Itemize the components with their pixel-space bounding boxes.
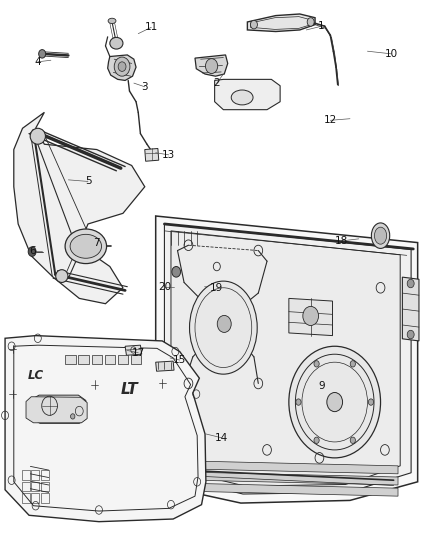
Circle shape xyxy=(314,437,319,443)
Text: 19: 19 xyxy=(210,283,223,293)
Polygon shape xyxy=(26,397,87,423)
Text: LT: LT xyxy=(121,382,138,397)
Circle shape xyxy=(303,306,318,326)
Circle shape xyxy=(327,392,343,411)
Bar xyxy=(31,470,39,480)
Ellipse shape xyxy=(56,270,68,282)
Text: 3: 3 xyxy=(141,82,148,92)
Bar xyxy=(41,482,49,491)
Polygon shape xyxy=(31,395,86,423)
Polygon shape xyxy=(210,309,239,338)
Ellipse shape xyxy=(108,18,116,23)
Circle shape xyxy=(71,414,75,419)
Circle shape xyxy=(407,279,414,288)
Circle shape xyxy=(314,361,319,367)
Circle shape xyxy=(350,437,356,443)
Bar xyxy=(41,494,49,503)
Text: 5: 5 xyxy=(85,176,92,187)
Bar xyxy=(131,355,141,365)
Ellipse shape xyxy=(371,223,390,248)
Ellipse shape xyxy=(374,227,387,244)
Text: 17: 17 xyxy=(131,348,145,358)
Polygon shape xyxy=(247,14,315,31)
Circle shape xyxy=(28,247,36,256)
Circle shape xyxy=(307,18,314,26)
Text: 13: 13 xyxy=(162,150,175,160)
Polygon shape xyxy=(164,224,411,494)
Bar xyxy=(78,355,89,365)
Polygon shape xyxy=(155,216,418,503)
Text: 11: 11 xyxy=(145,22,158,33)
Circle shape xyxy=(118,62,126,71)
Circle shape xyxy=(407,330,414,339)
Polygon shape xyxy=(14,112,145,304)
Circle shape xyxy=(289,346,381,458)
Circle shape xyxy=(251,20,258,29)
Bar xyxy=(21,494,29,503)
Polygon shape xyxy=(171,231,400,486)
Polygon shape xyxy=(195,55,228,76)
Text: 1: 1 xyxy=(318,21,325,31)
Text: 14: 14 xyxy=(215,433,228,443)
Bar xyxy=(21,470,29,480)
Polygon shape xyxy=(289,298,332,336)
Polygon shape xyxy=(172,483,398,496)
Circle shape xyxy=(205,59,218,74)
Circle shape xyxy=(368,399,374,405)
Text: 7: 7 xyxy=(93,238,100,247)
Bar xyxy=(118,355,128,365)
Circle shape xyxy=(112,37,120,47)
Text: 18: 18 xyxy=(335,236,348,246)
Ellipse shape xyxy=(30,128,46,144)
Polygon shape xyxy=(125,345,142,356)
Text: 4: 4 xyxy=(35,57,41,67)
Text: 10: 10 xyxy=(385,49,398,59)
Ellipse shape xyxy=(190,281,257,374)
Polygon shape xyxy=(403,277,419,341)
Ellipse shape xyxy=(65,229,106,264)
Ellipse shape xyxy=(70,235,102,259)
Circle shape xyxy=(172,266,180,277)
Text: 9: 9 xyxy=(318,381,325,391)
Polygon shape xyxy=(172,461,398,474)
Circle shape xyxy=(58,272,65,280)
Polygon shape xyxy=(5,336,206,522)
Text: 20: 20 xyxy=(158,282,171,292)
Text: 15: 15 xyxy=(173,355,186,365)
Bar xyxy=(41,470,49,480)
Text: 6: 6 xyxy=(29,246,35,255)
Bar xyxy=(31,482,39,491)
Text: LC: LC xyxy=(28,369,44,382)
Bar xyxy=(105,355,115,365)
Circle shape xyxy=(217,316,231,333)
Bar xyxy=(21,482,29,491)
Circle shape xyxy=(350,361,356,367)
Polygon shape xyxy=(145,149,159,161)
Polygon shape xyxy=(155,361,174,371)
Polygon shape xyxy=(108,55,136,80)
Circle shape xyxy=(33,131,42,142)
Circle shape xyxy=(77,240,88,253)
Polygon shape xyxy=(215,79,280,110)
Circle shape xyxy=(39,50,46,58)
Circle shape xyxy=(114,57,130,76)
Bar xyxy=(65,355,76,365)
Text: 2: 2 xyxy=(213,78,220,88)
Circle shape xyxy=(296,399,301,405)
Polygon shape xyxy=(172,472,398,485)
Text: 12: 12 xyxy=(324,115,337,125)
Bar xyxy=(31,494,39,503)
Ellipse shape xyxy=(110,37,123,49)
Bar xyxy=(92,355,102,365)
Ellipse shape xyxy=(231,90,253,105)
